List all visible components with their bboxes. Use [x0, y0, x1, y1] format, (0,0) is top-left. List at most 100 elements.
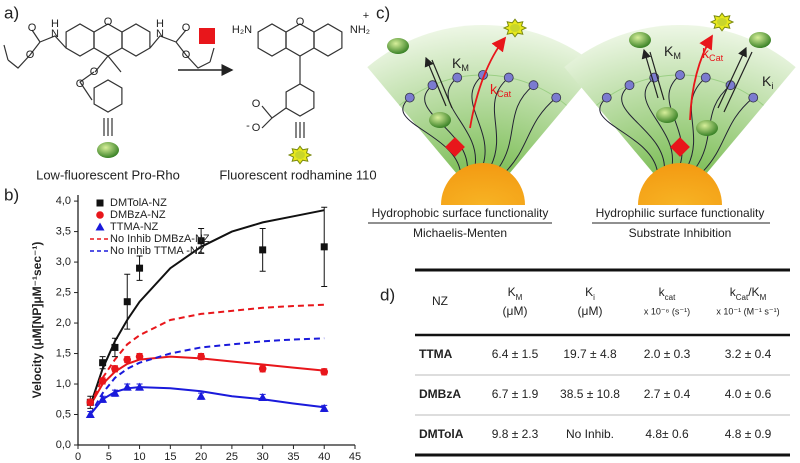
marker: [135, 352, 144, 361]
gold-core: [441, 163, 525, 205]
dashed-line: [89, 303, 325, 406]
y-tick-label: 2,5: [56, 286, 71, 298]
ligand: [621, 84, 665, 169]
caption: Michaelis-Menten: [413, 226, 507, 240]
headgroup: [700, 72, 711, 83]
legend-label: No Inhib TTMA -NZ: [110, 245, 205, 257]
y-axis-label: Velocity (μM[NP]μM⁻¹sec⁻¹): [30, 242, 44, 399]
x-tick-label: 45: [349, 451, 361, 463]
fit-line: [89, 355, 325, 406]
ligand: [471, 74, 486, 166]
atom-label: N: [51, 28, 59, 40]
table-cell: 2.7 ± 0.4: [644, 387, 691, 401]
atom-label: H₂N: [232, 24, 252, 36]
y-tick-label: 1,0: [56, 378, 71, 390]
substrate: [97, 142, 119, 158]
symbol: k: [702, 45, 710, 61]
x-tick-label: 30: [257, 451, 269, 463]
row-header: DMTolA: [419, 427, 464, 441]
linker: [295, 122, 305, 138]
substrate: [656, 107, 678, 123]
panel-label: d): [380, 285, 395, 304]
table-cell: 3.2 ± 0.4: [725, 347, 772, 361]
ring: [93, 23, 123, 57]
rate-constant: KM: [452, 55, 469, 74]
caption: Hydrophobic surface functionality: [372, 206, 549, 220]
marker: [122, 382, 132, 391]
ligand: [498, 84, 534, 169]
panel-label: c): [376, 3, 390, 22]
atom-label: -: [246, 120, 250, 132]
catalysis-arrow: [469, 36, 507, 129]
marker: [320, 243, 328, 251]
column-header: Ki: [585, 285, 595, 301]
column-unit: x 10⁻⁶ (s⁻¹): [644, 306, 690, 316]
column-header: KM: [508, 285, 523, 301]
atom-label: H: [156, 18, 164, 30]
fluorophore-core: [295, 151, 305, 159]
header-subscript: M: [516, 293, 523, 302]
inhibition-arrows: [717, 48, 752, 113]
bonds: [3, 29, 215, 101]
fit-line: [89, 209, 325, 406]
x-tick-label: 10: [133, 451, 145, 463]
table-cell: No Inhib.: [566, 427, 614, 441]
marker: [98, 394, 108, 403]
row-header: TTMA: [419, 347, 453, 361]
headgroup: [601, 92, 612, 103]
marker: [110, 388, 120, 397]
symbol: K: [762, 73, 772, 89]
column-header: kCat/KM: [730, 285, 767, 301]
row-header: DMBzA: [419, 387, 461, 401]
ring: [285, 83, 315, 117]
x-tick-label: 35: [287, 451, 299, 463]
substrate: [696, 120, 718, 136]
legend-label: TTMA-NZ: [110, 221, 159, 233]
ligand: [702, 97, 754, 173]
legend-label: DMBzA-NZ: [110, 209, 166, 221]
dashed-line: [89, 337, 325, 416]
x-tick-label: 0: [75, 451, 81, 463]
y-tick-label: 2,0: [56, 317, 71, 329]
marker: [123, 298, 131, 306]
atom-label: O: [182, 22, 191, 34]
headgroup: [452, 72, 463, 83]
fit-line: [89, 386, 325, 416]
symbol: k: [490, 81, 498, 97]
marker: [136, 264, 144, 272]
marker: [111, 364, 119, 373]
ring: [65, 23, 95, 57]
table-cell: 4.8 ± 0.9: [725, 427, 772, 441]
header-symbol: NZ: [432, 294, 448, 308]
substrate: [629, 32, 651, 48]
subscript: Cat: [497, 89, 512, 99]
marker: [86, 398, 95, 407]
table-cell: 6.7 ± 1.9: [492, 387, 539, 401]
rate-constant: KM: [664, 43, 681, 62]
ligand: [644, 77, 673, 166]
rate-constant: kCat: [702, 45, 724, 64]
fluorophore-core: [717, 18, 727, 26]
catalysis-arrow: [689, 34, 713, 121]
column-header: kcat: [659, 285, 676, 301]
panel-label: b): [4, 185, 19, 204]
headgroup: [748, 92, 759, 103]
x-tick-label: 40: [318, 451, 330, 463]
atom-label: O: [90, 66, 99, 78]
header-subscript: i: [593, 293, 595, 302]
substrate: [387, 38, 409, 54]
headgroup: [675, 70, 685, 80]
marker: [99, 359, 107, 367]
table-cell: 4.8± 0.6: [645, 427, 689, 441]
linker: [103, 118, 113, 136]
header-symbol: /K: [748, 285, 759, 299]
caption: Low-fluorescent Pro-Rho: [36, 167, 180, 182]
marker: [319, 403, 329, 412]
atom-label: O: [252, 98, 261, 110]
caption: Substrate Inhibition: [629, 226, 732, 240]
marker: [135, 382, 145, 391]
column-header: NZ: [432, 294, 448, 308]
header-symbol: k: [659, 285, 666, 299]
header-symbol: K: [508, 285, 516, 299]
marker: [258, 392, 268, 401]
